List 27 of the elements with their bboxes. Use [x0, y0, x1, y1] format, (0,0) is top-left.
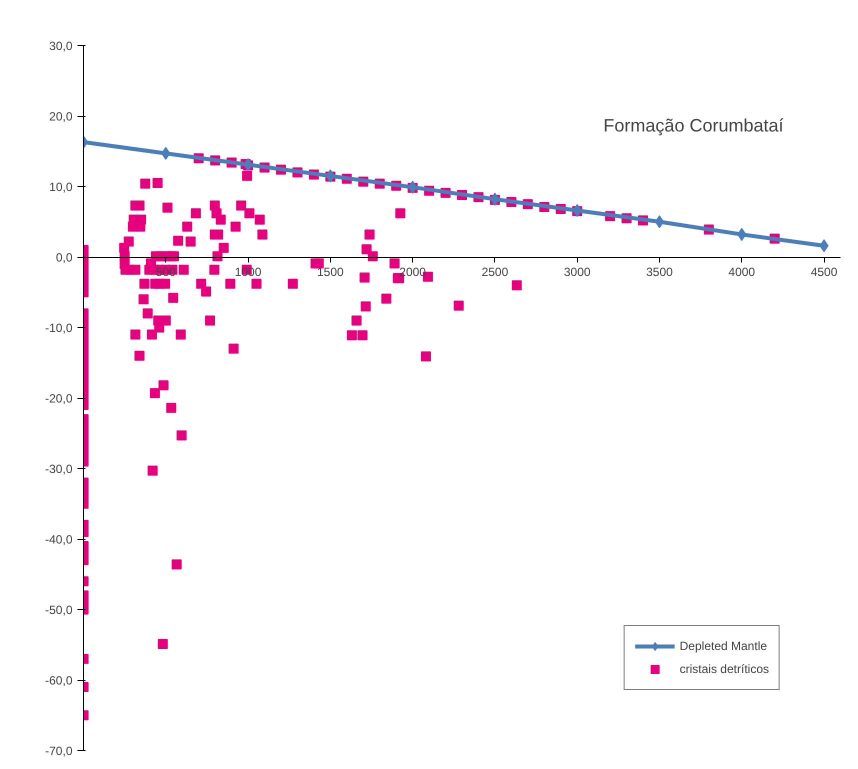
- legend-label: cristais detríticos: [680, 662, 769, 676]
- x-tick-label: 3500: [646, 265, 674, 279]
- point: [654, 215, 664, 228]
- x-tick-label: 2500: [482, 265, 509, 279]
- point: [161, 146, 170, 160]
- x-tick-label: 3000: [564, 265, 591, 279]
- y-tick-label: -60,0: [45, 674, 73, 688]
- point: [572, 204, 582, 217]
- annotation: Formação Corumbataí: [603, 116, 784, 136]
- legend-label: Depleted Mantle: [680, 639, 768, 653]
- point: [820, 239, 829, 252]
- y-tick-label: 10,0: [49, 180, 73, 194]
- y-tick-label: 20,0: [49, 110, 73, 124]
- y-tick-label: -70,0: [45, 744, 73, 758]
- x-tick-label: 2000: [399, 265, 426, 279]
- x-tick-label: 4500: [810, 265, 838, 279]
- x-tick-label: 1500: [317, 265, 344, 279]
- y-tick-label: -10,0: [45, 321, 73, 335]
- point: [326, 169, 335, 182]
- y-tick-label: -50,0: [45, 603, 73, 617]
- y-tick-label: -40,0: [45, 532, 73, 546]
- y-tick-label: 30,0: [49, 39, 73, 53]
- y-tick-label: 0,0: [56, 250, 73, 264]
- y-tick-label: -20,0: [45, 392, 73, 406]
- x-tick-label: 4000: [728, 265, 756, 279]
- y-tick-label: -30,0: [45, 462, 73, 476]
- point: [737, 228, 746, 241]
